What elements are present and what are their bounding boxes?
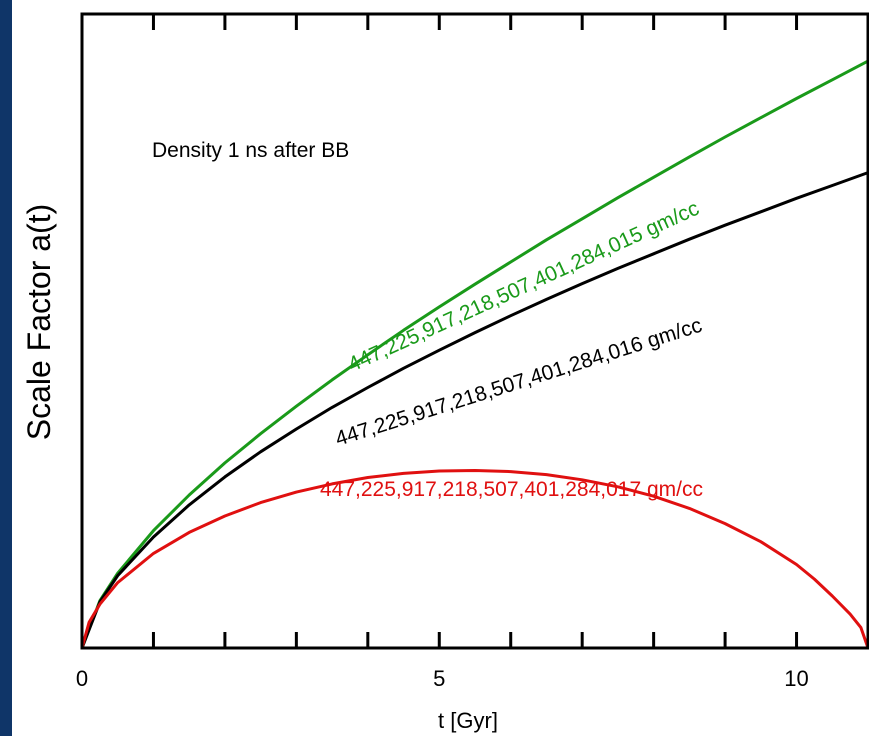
plot-frame <box>80 12 869 650</box>
series-label-black: 447,225,917,218,507,401,284,016 gm/cc <box>333 314 705 451</box>
x-tick-label: 0 <box>76 666 88 691</box>
annotation-density: Density 1 ns after BB <box>152 139 349 162</box>
series-label-red: 447,225,917,218,507,401,284,017 gm/cc <box>320 478 703 501</box>
figure-panel <box>12 0 869 736</box>
y-axis-label: Scale Factor a(t) <box>21 204 57 441</box>
x-axis-label: t [Gyr] <box>438 708 498 733</box>
series-line-2 <box>80 469 869 649</box>
x-tick-label: 5 <box>433 666 445 691</box>
x-tick-label: 10 <box>784 666 808 691</box>
series-line-0 <box>80 59 869 649</box>
series-line-1 <box>80 171 869 649</box>
